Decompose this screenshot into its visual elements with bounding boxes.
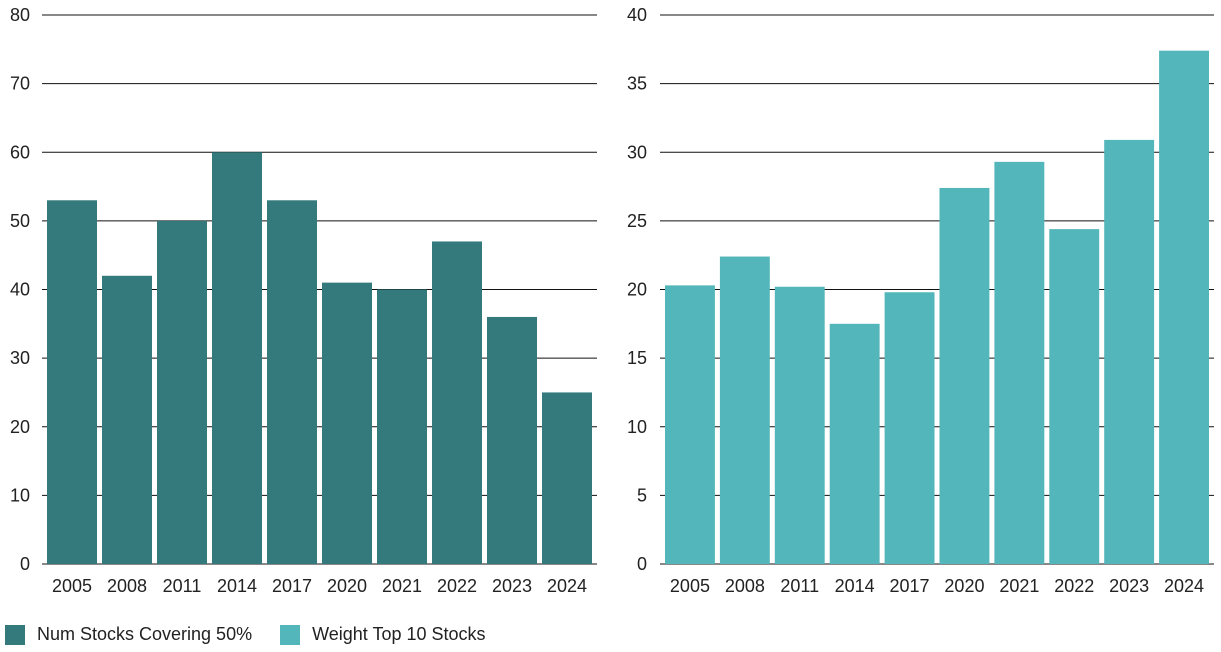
x-tick-label: 2024 xyxy=(547,576,587,596)
bar xyxy=(377,289,427,564)
y-tick-label: 20 xyxy=(627,280,647,300)
x-tick-label: 2023 xyxy=(1109,576,1149,596)
y-tick-label: 70 xyxy=(10,74,30,94)
y-tick-label: 30 xyxy=(627,142,647,162)
x-tick-label: 2021 xyxy=(382,576,422,596)
y-tick-label: 50 xyxy=(10,211,30,231)
bar xyxy=(267,200,317,564)
x-tick-label: 2022 xyxy=(1054,576,1094,596)
bar xyxy=(719,256,770,564)
x-tick-label: 2023 xyxy=(492,576,532,596)
bar xyxy=(829,323,880,564)
y-tick-label: 15 xyxy=(627,348,647,368)
bar xyxy=(994,161,1045,565)
x-tick-label: 2014 xyxy=(835,576,875,596)
legend-swatch-num-stocks xyxy=(5,624,25,645)
legend-label-num-stocks: Num Stocks Covering 50% xyxy=(37,624,253,644)
y-tick-label: 5 xyxy=(637,485,647,505)
bar xyxy=(212,152,262,564)
y-tick-label: 40 xyxy=(10,280,30,300)
y-tick-label: 60 xyxy=(10,142,30,162)
bar xyxy=(432,241,482,564)
legend-item-weight-top10: Weight Top 10 Stocks xyxy=(280,624,486,645)
bar xyxy=(322,282,372,564)
chart-2: 0 5 10 15 20 25 30 35 40 2005 2008 2011 2014 2017 2020… xyxy=(627,5,1214,596)
x-tick-label: 2014 xyxy=(217,576,257,596)
y-tick-label: 10 xyxy=(10,485,30,505)
bar xyxy=(47,200,97,564)
bar xyxy=(487,316,537,564)
x-tick-label: 2005 xyxy=(670,576,710,596)
y-tick-label: 0 xyxy=(20,554,30,574)
y-tick-label: 35 xyxy=(627,74,647,94)
y-tick-label: 0 xyxy=(637,554,647,574)
bar xyxy=(884,292,935,564)
x-tick-label: 2017 xyxy=(272,576,312,596)
y-tick-label: 20 xyxy=(10,417,30,437)
x-tick-label: 2008 xyxy=(107,576,147,596)
x-tick-label: 2020 xyxy=(327,576,367,596)
bar xyxy=(939,187,990,564)
legend-label-weight-top10: Weight Top 10 Stocks xyxy=(312,624,486,644)
bar xyxy=(1049,229,1100,565)
x-tick-label: 2020 xyxy=(944,576,984,596)
x-tick-label: 2017 xyxy=(890,576,930,596)
y-tick-label: 40 xyxy=(627,5,647,25)
bar xyxy=(542,392,592,564)
x-tick-label: 2022 xyxy=(437,576,477,596)
bar xyxy=(157,220,207,564)
y-tick-label: 25 xyxy=(627,211,647,231)
bar xyxy=(774,286,825,564)
bar xyxy=(1104,139,1155,564)
y-tick-label: 30 xyxy=(10,348,30,368)
bar xyxy=(1159,50,1209,565)
y-tick-label: 10 xyxy=(627,417,647,437)
bar xyxy=(102,275,152,564)
x-tick-label: 2005 xyxy=(52,576,92,596)
y-tick-label: 80 xyxy=(10,5,30,25)
x-tick-label: 2011 xyxy=(780,576,819,596)
legend-swatch-weight-top10 xyxy=(280,624,301,645)
x-tick-label: 2008 xyxy=(725,576,765,596)
x-tick-label: 2011 xyxy=(163,576,202,596)
bar xyxy=(665,285,715,564)
legend-item-num-stocks: Num Stocks Covering 50% xyxy=(5,624,252,645)
x-tick-label: 2021 xyxy=(999,576,1039,596)
chart-1: 0 10 20 30 40 50 60 70 80 2005 2008 2011 2014 2017 202… xyxy=(10,5,597,596)
x-tick-label: 2024 xyxy=(1164,576,1204,596)
legend: Num Stocks Covering 50% Weight Top 10 St… xyxy=(5,624,514,645)
